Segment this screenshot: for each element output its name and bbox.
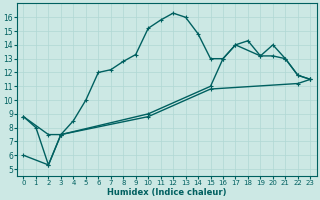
X-axis label: Humidex (Indice chaleur): Humidex (Indice chaleur)	[107, 188, 227, 197]
